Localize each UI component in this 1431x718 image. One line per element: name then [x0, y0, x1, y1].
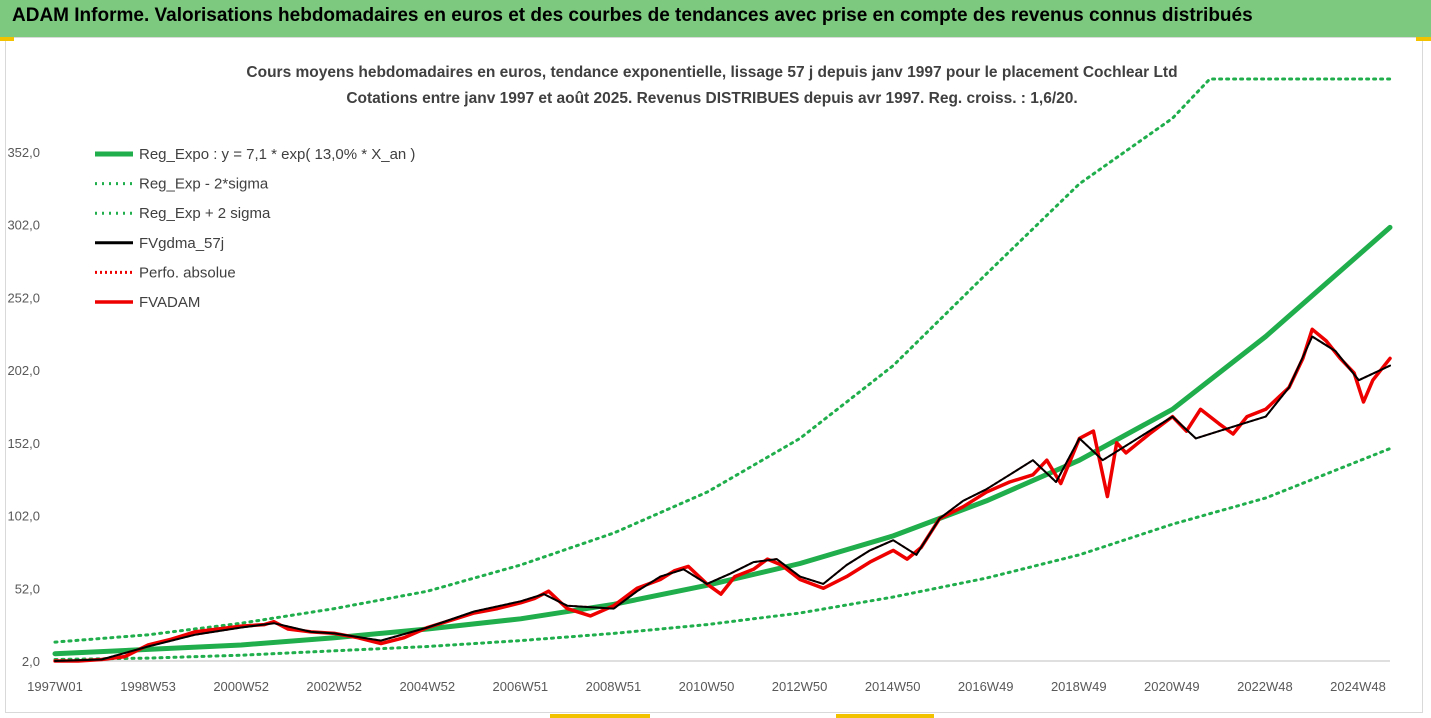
series-line-dotted-green: [53, 77, 1392, 644]
chart-subtitle: Cotations entre janv 1997 et août 2025. …: [346, 90, 1077, 107]
x-axis: 1997W01 1998W53 2000W52 2002W52 2004W52 2006W…: [27, 660, 1390, 694]
legend-label: Reg_Exp - 2*sigma: [139, 176, 269, 193]
y-tick-label: 102,0: [7, 509, 40, 524]
chart-frame: [5, 37, 1423, 713]
legend-label: FVADAM: [139, 294, 200, 311]
corner-marker-top-left: [0, 37, 14, 41]
y-tick-label: 352,0: [7, 145, 40, 160]
legend-label: FVgdma_57j: [139, 235, 224, 252]
x-tick-label: 1998W53: [120, 679, 176, 694]
legend-label: Reg_Expo : y = 7,1 * exp( 13,0% * X_an ): [139, 146, 415, 163]
x-tick-label: 1997W01: [27, 679, 83, 694]
x-tick-label: 2012W50: [772, 679, 828, 694]
report-title: ADAM Informe. Valorisations hebdomadaire…: [12, 5, 1253, 26]
x-tick-label: 2006W51: [493, 679, 549, 694]
series-line-solid-black: [54, 335, 1391, 662]
y-tick-label: 202,0: [7, 363, 40, 378]
corner-marker-top-right: [1416, 37, 1431, 41]
x-tick-label: 2018W49: [1051, 679, 1107, 694]
corner-marker-bottom-right: [836, 714, 934, 718]
series-line-solid-red: [53, 327, 1392, 663]
y-tick-label: 52,0: [15, 581, 40, 596]
legend: Reg_Expo : y = 7,1 * exp( 13,0% * X_an )…: [95, 146, 415, 311]
x-tick-label: 2004W52: [399, 679, 455, 694]
y-axis: 2,0 52,0 102,0 152,0 202,0 252,0 302,0 352,0: [7, 145, 40, 669]
x-tick-label: 2016W49: [958, 679, 1014, 694]
legend-label: Perfo. absolue: [139, 264, 236, 281]
x-tick-label: 2020W49: [1144, 679, 1200, 694]
y-tick-label: 152,0: [7, 436, 40, 451]
chart-title: Cours moyens hebdomadaires en euros, ten…: [246, 64, 1177, 81]
series-line-dotted-red: [54, 335, 1391, 662]
x-tick-label: 2010W50: [679, 679, 735, 694]
y-tick-label: 2,0: [22, 654, 40, 669]
corner-marker-bottom-left: [550, 714, 650, 718]
x-tick-label: 2024W48: [1330, 679, 1386, 694]
y-tick-label: 252,0: [7, 290, 40, 305]
report-banner: ADAM Informe. Valorisations hebdomadaire…: [0, 0, 1431, 37]
x-tick-label: 2022W48: [1237, 679, 1293, 694]
series-line-dotted-green: [53, 447, 1392, 661]
series-group: [52, 77, 1393, 663]
y-tick-label: 302,0: [7, 218, 40, 233]
x-tick-label: 2014W50: [865, 679, 921, 694]
x-tick-label: 2008W51: [586, 679, 642, 694]
x-tick-label: 2002W52: [306, 679, 362, 694]
x-tick-label: 2000W52: [213, 679, 269, 694]
legend-label: Reg_Exp + 2 sigma: [139, 205, 271, 222]
